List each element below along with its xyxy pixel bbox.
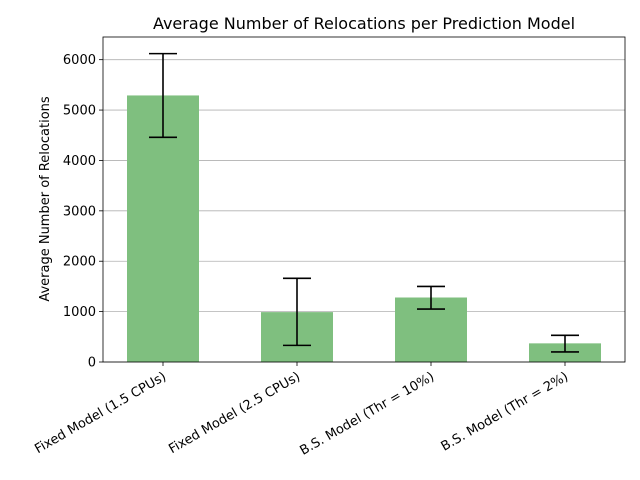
y-tick-label: 3000 [63,204,96,219]
y-axis-title: Average Number of Relocations [38,96,53,302]
y-axis-ticks: 0 1000 2000 3000 4000 5000 6000 [63,53,103,371]
chart-title: Average Number of Relocations per Predic… [153,14,575,33]
y-tick-label: 6000 [63,53,96,68]
bar [127,95,199,362]
error-bars [149,52,579,353]
y-tick-label: 4000 [63,154,96,169]
x-axis-ticks: Fixed Model (1.5 CPUs)Fixed Model (2.5 C… [32,362,571,459]
x-tick-label: Fixed Model (1.5 CPUs) [32,369,169,457]
axes [102,36,626,363]
plot-frame [102,36,626,363]
y-tick-label: 5000 [63,104,96,119]
y-tick-label: 1000 [63,305,96,320]
x-tick-label: Fixed Model (2.5 CPUs) [166,369,303,457]
y-tick-label: 0 [88,356,96,371]
y-tick-label: 2000 [63,255,96,270]
x-tick-label: B.S. Model (Thr = 10%) [297,369,437,458]
bars [127,95,601,362]
x-tick-label: B.S. Model (Thr = 2%) [439,369,571,454]
